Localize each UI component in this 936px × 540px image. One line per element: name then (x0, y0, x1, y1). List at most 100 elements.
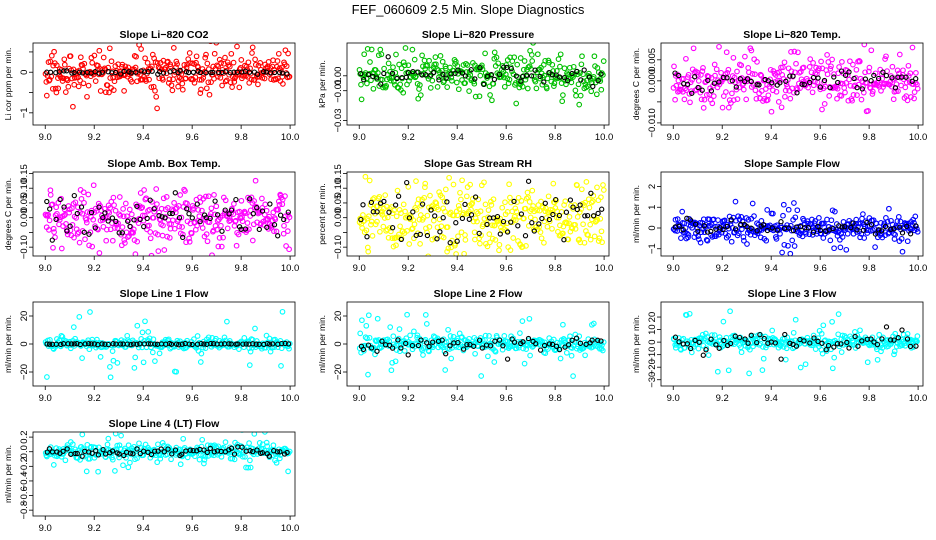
data-point (102, 89, 109, 96)
data-point (426, 224, 433, 230)
data-point (264, 224, 270, 230)
data-point (125, 464, 132, 471)
data-point (865, 108, 871, 114)
y-tick-label: 0.05 (19, 194, 30, 213)
x-tick-label: 9.2 (716, 393, 729, 404)
data-point (874, 341, 881, 348)
data-point (513, 73, 519, 79)
data-point (202, 193, 209, 200)
data-point (821, 220, 827, 227)
data-point (810, 82, 817, 89)
data-point (177, 461, 184, 468)
data-point (213, 203, 220, 210)
data-point (550, 211, 556, 218)
data-point (817, 227, 824, 234)
data-point (58, 341, 64, 348)
data-point (708, 336, 714, 342)
data-point (251, 198, 257, 204)
data-point (106, 209, 113, 216)
data-point (479, 345, 485, 351)
data-point (523, 195, 530, 202)
y-tick-label: −0.2 (19, 457, 30, 476)
data-point (793, 60, 799, 67)
data-point (160, 76, 166, 83)
data-point (197, 90, 204, 96)
data-point (226, 341, 232, 347)
data-point (821, 77, 828, 84)
data-point (812, 218, 819, 224)
data-point (564, 220, 570, 227)
data-point (577, 202, 583, 208)
data-point (882, 56, 888, 62)
data-point (679, 208, 686, 215)
data-point (420, 352, 426, 358)
data-point (597, 215, 604, 222)
data-point (83, 216, 90, 223)
data-point (67, 53, 74, 59)
data-point (797, 364, 804, 371)
data-point (785, 65, 792, 72)
data-point (249, 237, 256, 244)
data-point (396, 207, 403, 213)
data-point (103, 226, 110, 233)
x-tick-label: 9.6 (500, 263, 513, 274)
data-point (389, 225, 396, 231)
x-tick-label: 9.8 (235, 132, 248, 143)
data-point (557, 63, 563, 70)
data-point (537, 73, 543, 80)
data-point (904, 238, 911, 245)
data-point (593, 91, 600, 98)
data-point (423, 72, 429, 78)
data-point (282, 340, 288, 347)
data-point (387, 324, 394, 330)
data-point (740, 234, 747, 240)
x-tick-label: 9.8 (549, 263, 562, 274)
x-tick-label: 9.0 (353, 132, 366, 143)
data-point (765, 92, 772, 99)
data-point (77, 54, 84, 61)
x-tick-label: 9.6 (186, 393, 199, 404)
data-point (913, 76, 919, 82)
data-point (460, 346, 467, 352)
data-point (700, 105, 707, 111)
data-point (515, 78, 522, 85)
data-point (463, 193, 470, 200)
data-point (723, 89, 729, 95)
data-point (431, 69, 437, 76)
data-point (827, 66, 834, 72)
data-point (114, 360, 121, 366)
x-tick-label: 9.6 (186, 132, 199, 143)
data-point (381, 70, 387, 77)
data-point (780, 212, 786, 219)
data-point (47, 69, 54, 75)
y-tick-label: 0.10 (333, 179, 344, 198)
data-point (585, 232, 591, 238)
data-point (361, 51, 368, 58)
data-point (81, 60, 88, 67)
data-point (155, 248, 162, 254)
data-point (148, 84, 155, 90)
data-point (683, 312, 690, 318)
data-point (207, 445, 213, 452)
data-point (504, 356, 511, 362)
data-point (505, 80, 512, 87)
data-point (266, 453, 272, 459)
data-point (811, 335, 817, 341)
data-point (415, 342, 422, 349)
data-point (826, 223, 832, 230)
panel-7-ylabel: ml/min per min. (3, 315, 13, 373)
data-point (850, 92, 857, 98)
data-point (68, 341, 75, 347)
data-point (62, 457, 69, 464)
data-point (904, 97, 911, 104)
data-point (695, 78, 702, 84)
data-point (720, 318, 727, 325)
data-point (427, 85, 434, 91)
data-point (244, 74, 251, 80)
y-tick-label: 0.05 (333, 194, 344, 213)
data-point (512, 217, 519, 223)
data-point (85, 82, 92, 89)
data-point (488, 71, 495, 78)
data-point (868, 47, 875, 54)
data-point (518, 198, 525, 204)
